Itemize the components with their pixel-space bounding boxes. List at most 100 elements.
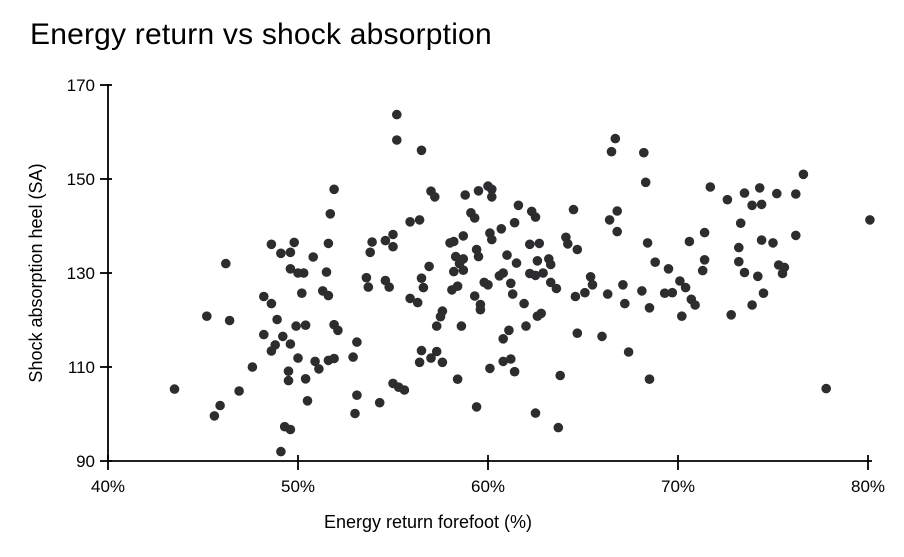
data-point [449,236,459,247]
data-point [452,281,463,292]
data-point [545,259,556,270]
data-point [458,265,469,276]
data-point [392,135,402,145]
data-point [388,229,398,240]
data-point [513,200,524,211]
data-point [663,264,674,274]
data-point [475,304,486,315]
data-point [675,276,685,286]
data-point [416,273,427,284]
data-point [697,265,708,276]
data-point [487,184,497,195]
data-point [551,283,562,294]
x-tick-label: 50% [281,477,315,496]
data-point [754,183,765,193]
y-tick-label: 110 [68,358,95,377]
data-point [509,366,520,377]
data-point [610,133,621,144]
data-point [449,266,459,277]
data-point [450,251,461,262]
data-point [644,303,655,313]
data-point [430,192,440,202]
y-tick-label: 130 [67,264,95,283]
data-point [568,204,579,215]
data-point [726,310,736,320]
data-point [424,261,434,272]
data-point [821,383,831,394]
data-point [563,239,573,249]
data-point [498,356,509,367]
data-point [293,353,303,363]
data-point [739,267,750,278]
data-point [585,272,596,282]
data-point [734,242,744,253]
data-point [302,396,313,406]
data-point [458,254,469,264]
data-point [637,286,647,296]
data-point [570,291,581,302]
data-point [572,328,583,339]
data-point [768,238,778,248]
data-point [865,215,875,225]
data-point [215,400,225,411]
data-point [297,288,307,299]
data-point [572,244,583,255]
data-point [323,238,334,249]
data-point [321,267,332,277]
data-point [690,300,700,310]
data-point [399,385,410,395]
data-point [352,390,362,401]
data-point [209,411,220,421]
data-point [460,190,471,200]
data-point [502,250,512,260]
data-point [224,315,235,326]
data-point [602,289,613,299]
data-point [414,357,425,368]
data-point [498,334,509,344]
data-point [644,374,655,385]
data-point [525,239,535,250]
data-point [276,446,286,457]
data-point [380,235,391,246]
data-point [418,282,429,293]
data-point [538,268,548,278]
data-point [511,258,522,268]
data-point [247,362,258,372]
data-point [580,287,590,298]
data-point [234,386,244,396]
data-point [300,374,311,384]
data-point [300,320,311,331]
data-point [553,422,564,433]
data-point [259,291,269,302]
data-point [506,278,516,289]
data-point [483,280,493,290]
data-point [352,337,362,347]
data-point [384,282,395,292]
data-point [504,325,514,336]
y-tick-label: 150 [67,170,95,189]
data-point [555,370,565,381]
data-point [310,356,320,367]
data-point [772,188,782,199]
data-point [612,226,622,237]
data-point [734,256,744,267]
data-point [659,288,670,299]
data-point [597,331,607,342]
data-point [414,215,425,225]
data-point [437,357,448,368]
data-point [456,321,467,331]
data-point [285,247,296,258]
data-point [283,366,294,377]
data-point [623,347,634,357]
data-point [291,321,301,331]
data-point [485,363,495,374]
data-point [392,109,402,120]
data-point [169,384,180,394]
data-point [639,147,649,158]
data-point [452,374,463,385]
data-point [680,282,691,293]
data-point [604,215,615,225]
data-point [530,270,541,281]
data-point [405,217,415,227]
